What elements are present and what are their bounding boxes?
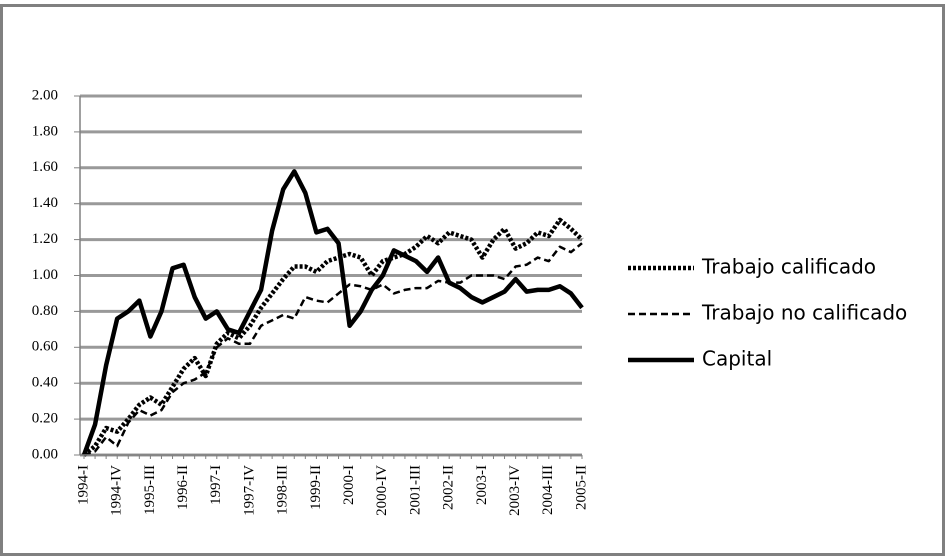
x-tick-label: 2005-II [573, 465, 589, 510]
legend-label: Trabajo no calificado [701, 301, 907, 325]
x-tick-label: 1996-II [175, 465, 191, 510]
x-tick-label: 1994-I [75, 465, 91, 505]
y-tick-label: 1.00 [32, 267, 58, 283]
series-line [82, 217, 584, 457]
legend-label: Capital [702, 347, 772, 371]
x-tick-label: 2001-III [407, 465, 423, 515]
x-tick-label: 2002-II [441, 465, 457, 510]
y-tick-label: 0.40 [32, 375, 58, 391]
x-tick-label: 2000-I [341, 465, 357, 505]
y-tick-label: 1.40 [32, 195, 58, 211]
y-tick-label: 1.20 [32, 231, 58, 247]
x-tick-label: 1999-II [308, 465, 324, 510]
x-tick-label: 1997-I [208, 465, 224, 505]
series-line [81, 169, 584, 456]
y-tick-label: 1.80 [32, 123, 58, 139]
y-tick-label: 2.00 [32, 87, 58, 103]
y-tick-label: 0.00 [32, 446, 58, 462]
x-tick-label: 1995-III [142, 465, 158, 515]
y-tick-label: 1.60 [32, 159, 58, 175]
x-tick-label: 1997-IV [241, 465, 257, 516]
x-tick-label: 2004-III [540, 465, 556, 515]
x-tick-label: 1994-IV [109, 465, 125, 516]
x-tick-label: 1998-III [275, 465, 291, 515]
x-tick-label: 2003-I [474, 465, 490, 505]
x-tick-label: 2003-IV [507, 465, 523, 516]
y-tick-label: 0.60 [32, 339, 58, 355]
legend-label: Trabajo calificado [701, 255, 876, 279]
y-tick-label: 0.80 [32, 303, 58, 319]
y-tick-label: 0.20 [32, 411, 58, 427]
series-line [83, 242, 583, 457]
x-tick-label: 2000-IV [374, 465, 390, 516]
